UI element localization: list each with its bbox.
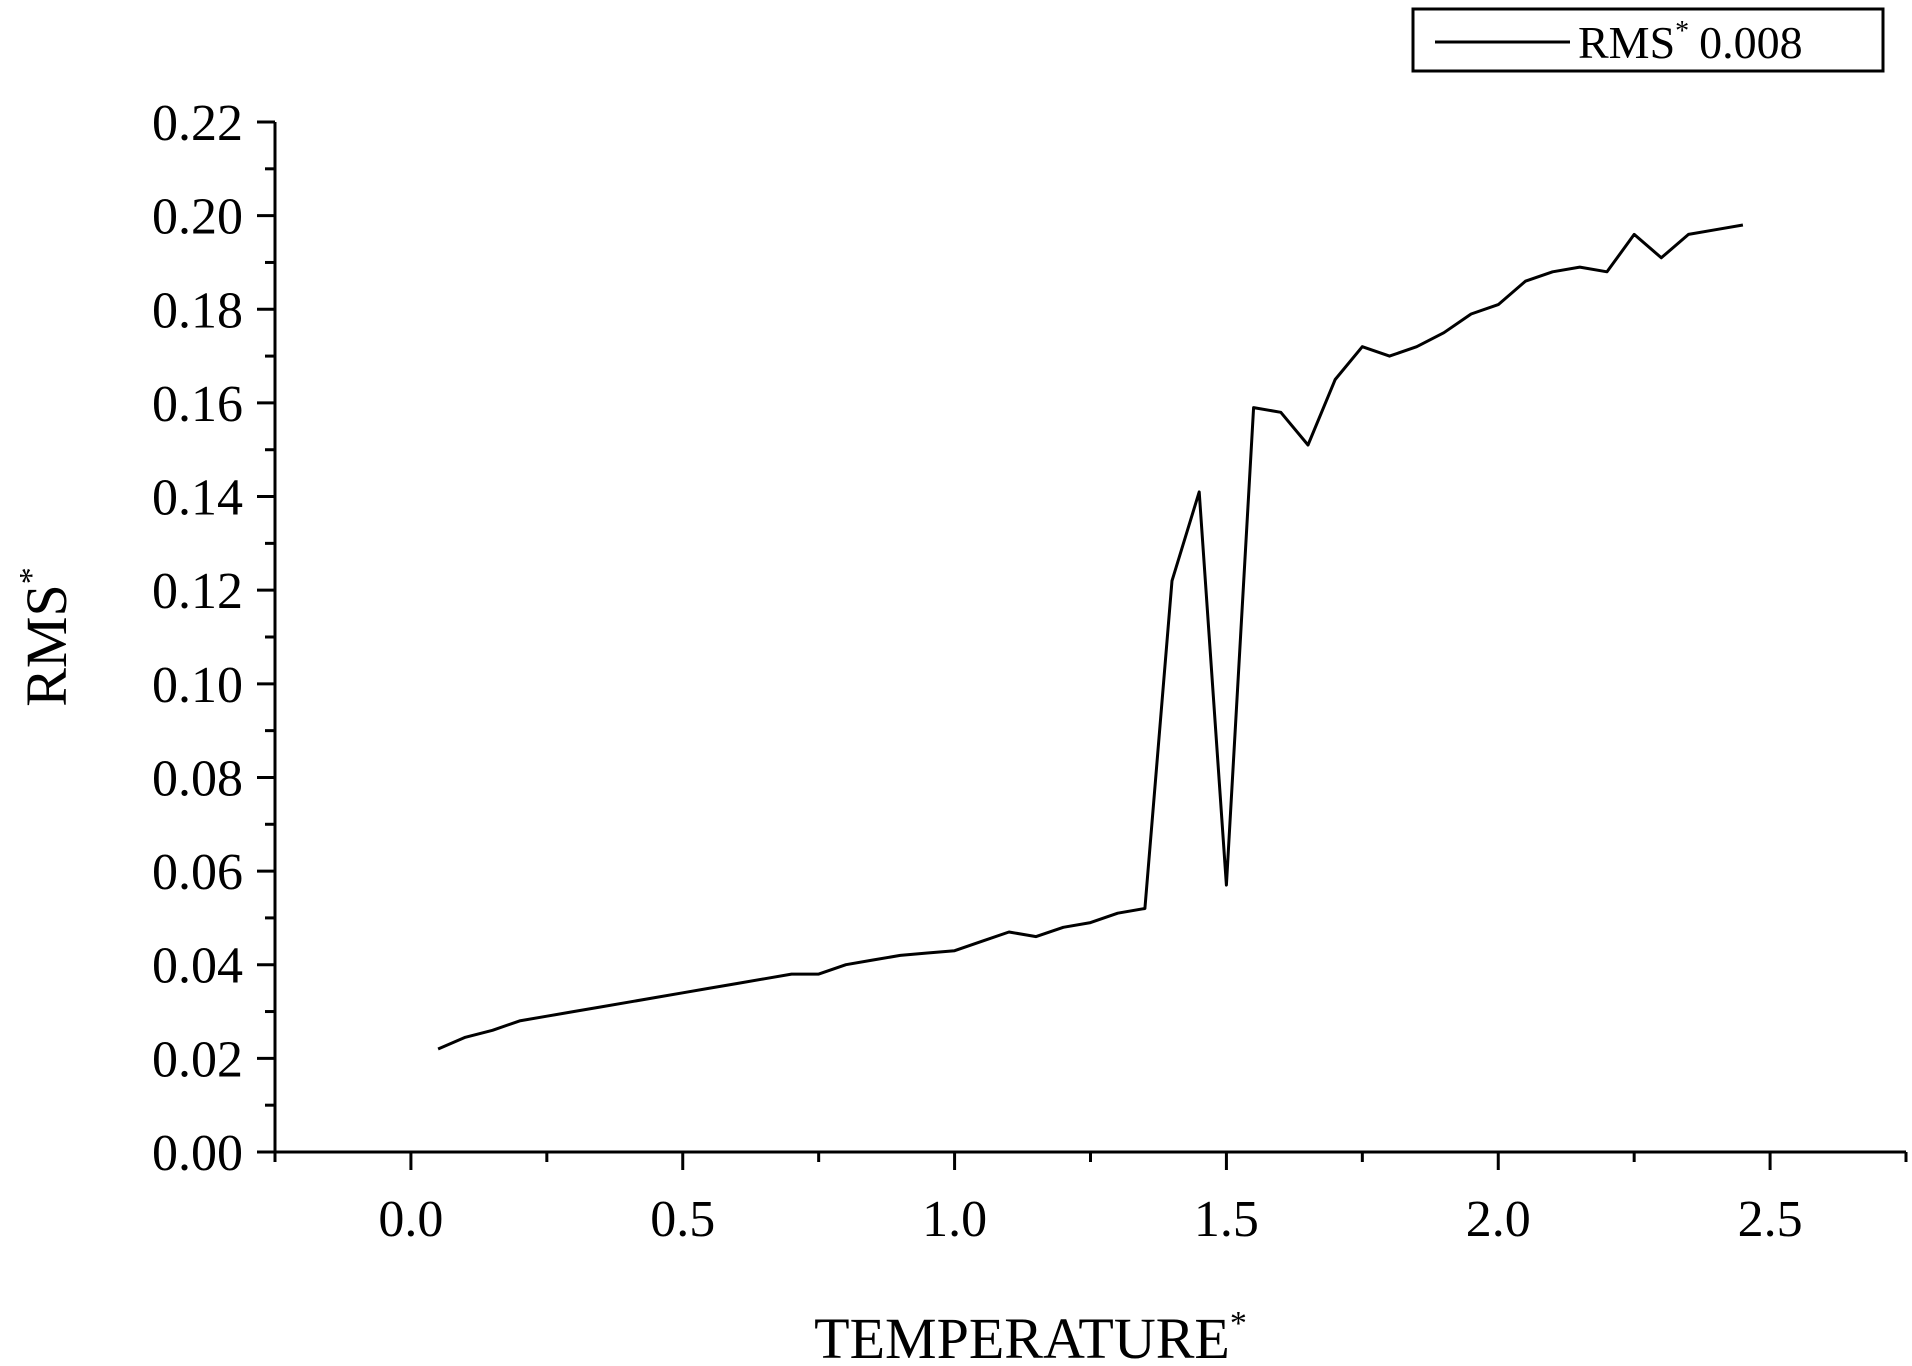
x-tick-label: 1.0 xyxy=(922,1191,987,1248)
y-tick-label: 0.22 xyxy=(152,95,243,152)
x-axis-title-superscript: * xyxy=(1230,1305,1247,1342)
legend-box xyxy=(1411,7,1885,73)
y-tick-label: 0.18 xyxy=(152,282,243,339)
x-axis-title: TEMPERATURE* xyxy=(814,1305,1247,1366)
y-tick-label: 0.14 xyxy=(152,470,243,527)
y-axis-title: RMS* xyxy=(13,567,79,707)
legend-series-name: RMS xyxy=(1578,17,1675,68)
x-axis: 0.0 0.5 1.0 1.5 2.0 2.5 xyxy=(273,1150,1908,1248)
y-axis-title-text: RMS xyxy=(14,584,79,707)
y-tick-label: 0.10 xyxy=(152,657,243,714)
x-tick-label: 2.0 xyxy=(1466,1191,1531,1248)
y-tick-label: 0.02 xyxy=(152,1031,243,1088)
legend-series-value: 0.008 xyxy=(1699,17,1803,68)
y-tick-label: 0.00 xyxy=(152,1125,243,1182)
y-axis: 0.00 0.02 0.04 0.06 0.08 0.10 0.12 0.14 0.16 0.18… xyxy=(152,95,277,1182)
y-axis-title-superscript: * xyxy=(13,567,50,584)
y-tick-label: 0.20 xyxy=(152,189,243,246)
x-tick-label: 0.5 xyxy=(650,1191,715,1248)
y-tick-label: 0.04 xyxy=(152,938,243,995)
series-line xyxy=(437,223,1744,1051)
x-tick-label: 1.5 xyxy=(1194,1191,1259,1248)
legend: RMS* 0.008 xyxy=(1411,7,1885,73)
x-tick-label: 0.0 xyxy=(378,1191,443,1248)
y-tick-label: 0.08 xyxy=(152,750,243,807)
x-axis-title-text: TEMPERATURE xyxy=(814,1306,1230,1366)
y-tick-label: 0.12 xyxy=(152,563,243,620)
legend-series-superscript: * xyxy=(1675,16,1689,47)
legend-label: RMS* 0.008 xyxy=(1578,16,1803,68)
y-tick-label: 0.06 xyxy=(152,844,243,901)
y-tick-label: 0.16 xyxy=(152,376,243,433)
x-tick-label: 2.5 xyxy=(1738,1191,1803,1248)
series-layer xyxy=(437,223,1744,1051)
